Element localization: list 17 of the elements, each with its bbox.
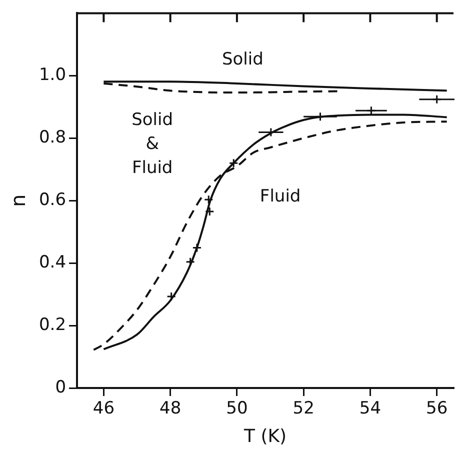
annotation: Fluid bbox=[260, 186, 301, 206]
x-tick-label: 50 bbox=[226, 398, 248, 419]
y-tick-label: 1.0 bbox=[38, 65, 66, 86]
y-tick-label: 0 bbox=[55, 377, 66, 398]
x-tick-label: 46 bbox=[92, 398, 115, 419]
x-axis-title: T (K) bbox=[242, 426, 287, 447]
x-tick-label: 56 bbox=[426, 398, 448, 419]
annotation: Solid & Fluid bbox=[132, 110, 174, 178]
y-tick-label: 0.8 bbox=[38, 128, 66, 148]
x-tick-label: 48 bbox=[160, 398, 182, 419]
y-axis-title: n bbox=[6, 194, 30, 207]
y-tick-label: 0.6 bbox=[38, 190, 66, 210]
y-tick-label: 0.2 bbox=[38, 314, 66, 335]
x-tick-label: 52 bbox=[292, 398, 314, 419]
annotation: Solid bbox=[222, 49, 264, 70]
x-tick-label: 54 bbox=[359, 398, 382, 419]
y-tick-label: 0.4 bbox=[38, 252, 66, 272]
